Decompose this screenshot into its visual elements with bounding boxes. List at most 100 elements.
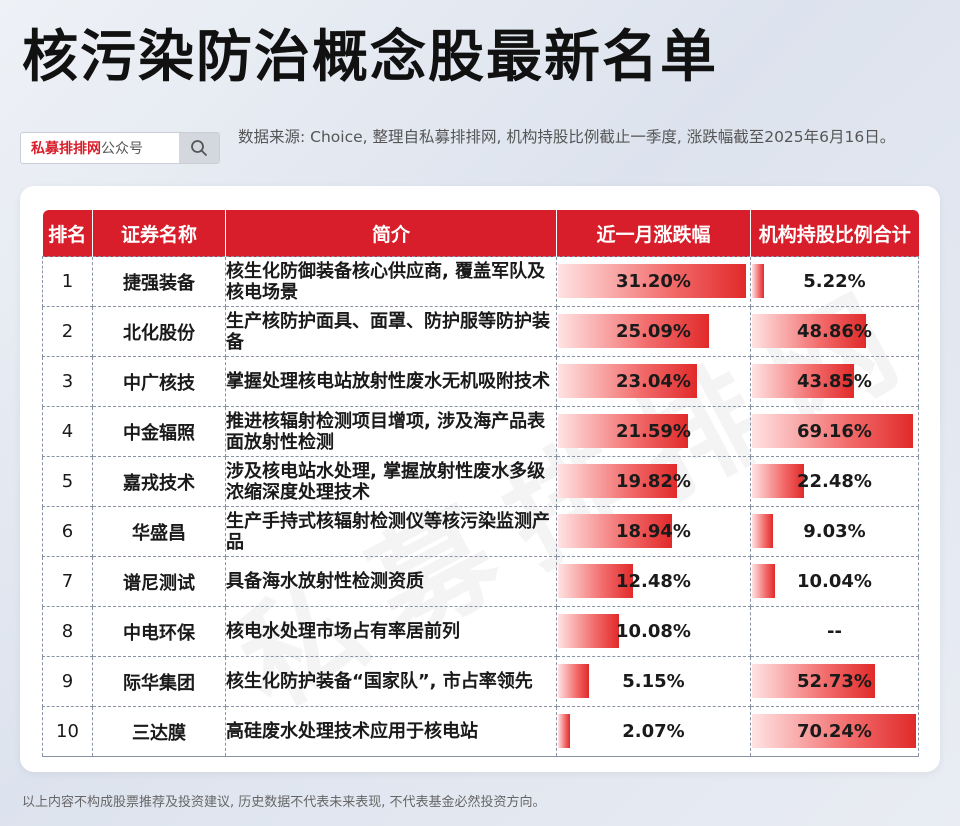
table-header-row: 排名 证券名称 简介 近一月涨跌幅 机构持股比例合计 bbox=[42, 210, 919, 257]
stock-name-cell: 谱尼测试 bbox=[92, 556, 226, 607]
change-bar-cell: 25.09% bbox=[556, 306, 751, 357]
holding-value-label: 70.24% bbox=[797, 721, 872, 742]
disclaimer: 以上内容不构成股票推荐及投资建议, 历史数据不代表未来表现, 不代表基金必然投资… bbox=[22, 795, 546, 810]
description-cell: 高硅废水处理技术应用于核电站 bbox=[225, 706, 557, 757]
search-brand: 私募排排网 bbox=[31, 141, 101, 157]
holding-bar-cell: 69.16% bbox=[750, 406, 919, 457]
holding-bar bbox=[752, 364, 854, 398]
rank-cell: 5 bbox=[42, 456, 93, 507]
holding-value-label: 48.86% bbox=[797, 321, 872, 342]
change-bar-cell: 5.15% bbox=[556, 656, 751, 707]
holding-value-label: 5.22% bbox=[803, 271, 866, 292]
ranking-table: 排名 证券名称 简介 近一月涨跌幅 机构持股比例合计 1 捷强装备 核生化防御装备核… bbox=[42, 210, 919, 757]
table-body: 1 捷强装备 核生化防御装备核心供应商, 覆盖军队及核电场景 31.20% 5.22% 2… bbox=[42, 256, 919, 757]
table-row: 3 中广核技 掌握处理核电站放射性废水无机吸附技术 23.04% 43.85% bbox=[42, 356, 919, 407]
change-value-label: 21.59% bbox=[616, 421, 691, 442]
holding-bar bbox=[752, 514, 773, 548]
holding-value-label: -- bbox=[827, 621, 842, 642]
stock-name-cell: 捷强装备 bbox=[92, 256, 226, 307]
description-cell: 生产核防护面具、面罩、防护服等防护装备 bbox=[225, 306, 557, 357]
stock-name-cell: 中金辐照 bbox=[92, 406, 226, 457]
change-bar bbox=[558, 264, 746, 298]
change-bar-cell: 21.59% bbox=[556, 406, 751, 457]
table-row: 7 谱尼测试 具备海水放射性检测资质 12.48% 10.04% bbox=[42, 556, 919, 607]
table-row: 5 嘉戎技术 涉及核电站水处理, 掌握放射性废水多级浓缩深度处理技术 19.82% 22… bbox=[42, 456, 919, 507]
holding-bar bbox=[752, 464, 804, 498]
search-button[interactable] bbox=[179, 133, 219, 163]
change-bar bbox=[558, 464, 677, 498]
description-cell: 具备海水放射性检测资质 bbox=[225, 556, 557, 607]
change-bar-cell: 2.07% bbox=[556, 706, 751, 757]
holding-bar-cell: 22.48% bbox=[750, 456, 919, 507]
change-bar-cell: 19.82% bbox=[556, 456, 751, 507]
change-bar bbox=[558, 414, 688, 448]
change-bar-cell: 12.48% bbox=[556, 556, 751, 607]
holding-value-label: 22.48% bbox=[797, 471, 872, 492]
holding-value-label: 10.04% bbox=[797, 571, 872, 592]
header-rank: 排名 bbox=[42, 210, 93, 257]
holding-bar-cell: 48.86% bbox=[750, 306, 919, 357]
search-icon bbox=[191, 140, 207, 156]
rank-cell: 4 bbox=[42, 406, 93, 457]
stock-name-cell: 三达膜 bbox=[92, 706, 226, 757]
holding-bar bbox=[752, 414, 913, 448]
rank-cell: 8 bbox=[42, 606, 93, 657]
description-cell: 推进核辐射检测项目增项, 涉及海产品表面放射性检测 bbox=[225, 406, 557, 457]
rank-cell: 10 bbox=[42, 706, 93, 757]
stock-name-cell: 际华集团 bbox=[92, 656, 226, 707]
table-row: 2 北化股份 生产核防护面具、面罩、防护服等防护装备 25.09% 48.86% bbox=[42, 306, 919, 357]
stock-name-cell: 华盛昌 bbox=[92, 506, 226, 557]
table-row: 10 三达膜 高硅废水处理技术应用于核电站 2.07% 70.24% bbox=[42, 706, 919, 757]
holding-bar bbox=[752, 314, 866, 348]
change-bar-cell: 23.04% bbox=[556, 356, 751, 407]
holding-bar bbox=[752, 714, 916, 748]
holding-value-label: 9.03% bbox=[803, 521, 866, 542]
search-suffix: 公众号 bbox=[101, 141, 143, 157]
description-cell: 核生化防护装备“国家队”, 市占率领先 bbox=[225, 656, 557, 707]
holding-bar bbox=[752, 564, 775, 598]
search-box[interactable]: 私募排排网 公众号 bbox=[20, 132, 220, 164]
holding-bar-cell: 43.85% bbox=[750, 356, 919, 407]
holding-value-label: 69.16% bbox=[797, 421, 872, 442]
holding-bar-cell: 9.03% bbox=[750, 506, 919, 557]
change-value-label: 10.08% bbox=[616, 621, 691, 642]
search-label: 私募排排网 公众号 bbox=[21, 133, 179, 163]
change-value-label: 18.94% bbox=[616, 521, 691, 542]
change-value-label: 12.48% bbox=[616, 571, 691, 592]
holding-value-label: 52.73% bbox=[797, 671, 872, 692]
rank-cell: 7 bbox=[42, 556, 93, 607]
table-row: 9 际华集团 核生化防护装备“国家队”, 市占率领先 5.15% 52.73% bbox=[42, 656, 919, 707]
rank-cell: 2 bbox=[42, 306, 93, 357]
source-note: 数据来源: Choice, 整理自私募排排网, 机构持股比例截止一季度, 涨跌幅… bbox=[238, 128, 896, 146]
change-bar-cell: 10.08% bbox=[556, 606, 751, 657]
change-bar bbox=[558, 564, 633, 598]
change-bar bbox=[558, 314, 709, 348]
change-value-label: 25.09% bbox=[616, 321, 691, 342]
change-bar bbox=[558, 664, 589, 698]
table-row: 1 捷强装备 核生化防御装备核心供应商, 覆盖军队及核电场景 31.20% 5.22% bbox=[42, 256, 919, 307]
rank-cell: 6 bbox=[42, 506, 93, 557]
holding-bar-cell: -- bbox=[750, 606, 919, 657]
holding-bar-cell: 70.24% bbox=[750, 706, 919, 757]
change-bar bbox=[558, 714, 570, 748]
rank-cell: 1 bbox=[42, 256, 93, 307]
change-bar-cell: 31.20% bbox=[556, 256, 751, 307]
holding-bar bbox=[752, 664, 875, 698]
holding-bar-cell: 10.04% bbox=[750, 556, 919, 607]
stock-name-cell: 中广核技 bbox=[92, 356, 226, 407]
change-value-label: 31.20% bbox=[616, 271, 691, 292]
change-value-label: 5.15% bbox=[622, 671, 685, 692]
change-bar bbox=[558, 514, 672, 548]
holding-bar-cell: 5.22% bbox=[750, 256, 919, 307]
page-title: 核污染防治概念股最新名单 bbox=[22, 25, 718, 90]
header-name: 证券名称 bbox=[92, 210, 226, 257]
table-row: 4 中金辐照 推进核辐射检测项目增项, 涉及海产品表面放射性检测 21.59% 69.1… bbox=[42, 406, 919, 457]
description-cell: 掌握处理核电站放射性废水无机吸附技术 bbox=[225, 356, 557, 407]
stock-name-cell: 中电环保 bbox=[92, 606, 226, 657]
change-value-label: 2.07% bbox=[622, 721, 685, 742]
holding-bar-cell: 52.73% bbox=[750, 656, 919, 707]
rank-cell: 9 bbox=[42, 656, 93, 707]
header-change: 近一月涨跌幅 bbox=[556, 210, 751, 257]
stock-name-cell: 北化股份 bbox=[92, 306, 226, 357]
description-cell: 涉及核电站水处理, 掌握放射性废水多级浓缩深度处理技术 bbox=[225, 456, 557, 507]
